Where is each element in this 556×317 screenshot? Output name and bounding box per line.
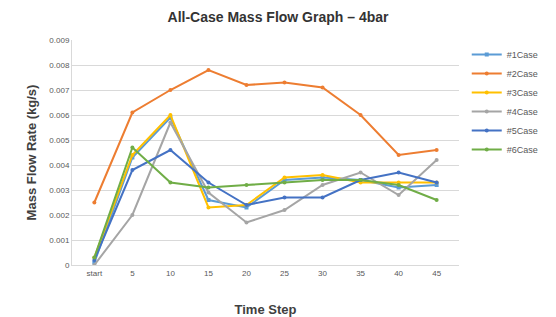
svg-text:0.001: 0.001 xyxy=(49,236,70,245)
svg-text:10: 10 xyxy=(166,269,175,278)
svg-text:25: 25 xyxy=(280,269,289,278)
svg-text:0.006: 0.006 xyxy=(49,111,70,120)
svg-text:0.008: 0.008 xyxy=(49,61,70,70)
svg-text:5: 5 xyxy=(130,269,135,278)
svg-text:15: 15 xyxy=(204,269,213,278)
svg-text:0.007: 0.007 xyxy=(49,86,70,95)
svg-text:35: 35 xyxy=(356,269,365,278)
svg-text:#1Case: #1Case xyxy=(507,50,538,60)
svg-text:20: 20 xyxy=(242,269,251,278)
svg-text:start: start xyxy=(87,269,103,278)
svg-text:Mass Flow Rate (kg/s): Mass Flow Rate (kg/s) xyxy=(24,85,39,221)
svg-text:0: 0 xyxy=(65,261,70,270)
svg-text:#4Case: #4Case xyxy=(507,107,538,117)
svg-text:0.004: 0.004 xyxy=(49,161,70,170)
svg-text:#5Case: #5Case xyxy=(507,126,538,136)
svg-text:#6Case: #6Case xyxy=(507,145,538,155)
svg-text:0.009: 0.009 xyxy=(49,36,70,45)
svg-text:0.003: 0.003 xyxy=(49,186,70,195)
svg-text:0.002: 0.002 xyxy=(49,211,70,220)
svg-text:Time Step: Time Step xyxy=(235,302,297,317)
svg-text:45: 45 xyxy=(432,269,441,278)
svg-text:#3Case: #3Case xyxy=(507,88,538,98)
svg-text:#2Case: #2Case xyxy=(507,69,538,79)
svg-text:30: 30 xyxy=(318,269,327,278)
svg-text:0.005: 0.005 xyxy=(49,136,70,145)
svg-text:All-Case Mass Flow Graph – 4ba: All-Case Mass Flow Graph – 4bar xyxy=(168,9,390,25)
svg-text:40: 40 xyxy=(394,269,403,278)
